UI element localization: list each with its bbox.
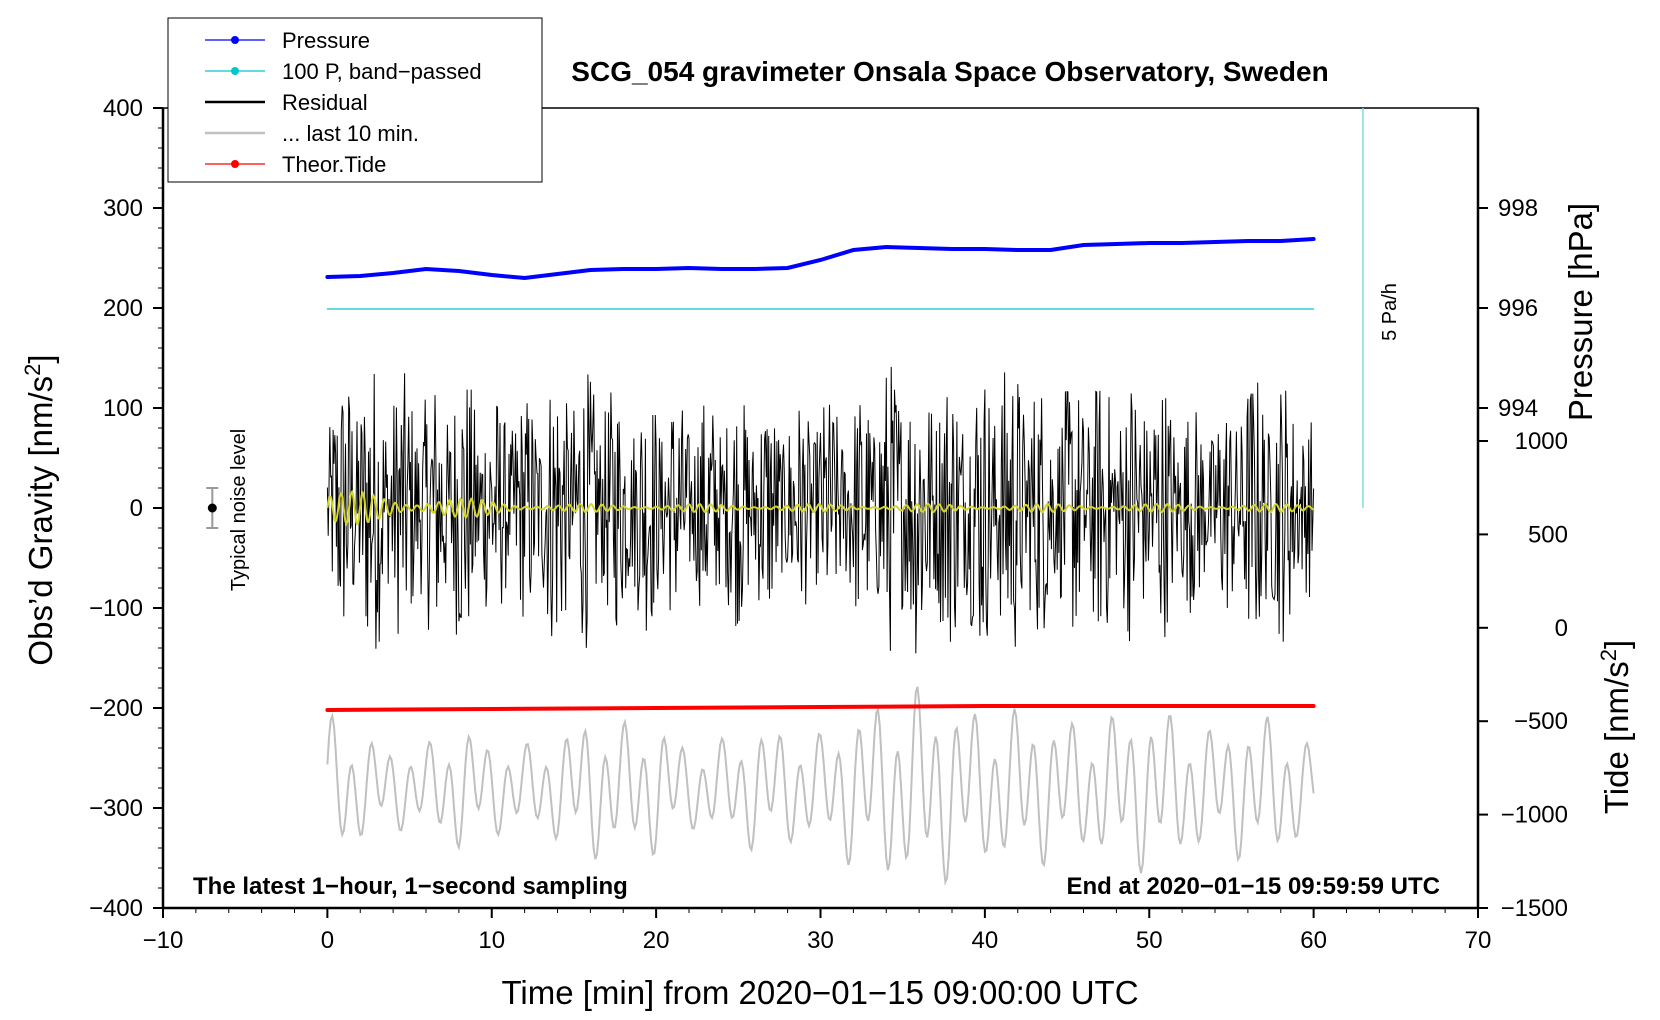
annotation-bottom-right: End at 2020−01−15 09:59:59 UTC: [1066, 873, 1440, 900]
y-axis-title-left-close: ]: [22, 354, 59, 363]
tide-tick-label: 1000: [1515, 428, 1568, 455]
y-tick-label: 0: [130, 495, 143, 522]
x-tick-label: 60: [1300, 927, 1327, 954]
y-axis-title-tide-close: ]: [1598, 640, 1635, 649]
tide-tick-label: −1000: [1501, 802, 1568, 829]
y-axis-title-left-main: Obs’d Gravity [nm/s: [22, 376, 59, 666]
y-tick-label: 400: [103, 95, 143, 122]
axes-layer: −10 0 10 20 30 40 50 60 704003002001000−100−200−…: [89, 95, 1568, 954]
chart-title: SCG_054 gravimeter Onsala Space Observat…: [571, 56, 1328, 87]
x-tick-label: −10: [143, 927, 184, 954]
x-tick-label: 70: [1465, 927, 1492, 954]
y-tick-label: 300: [103, 195, 143, 222]
x-tick-label: 30: [807, 927, 834, 954]
legend-label-1: 100 P, band−passed: [282, 59, 482, 84]
legend-label-3: ... last 10 min.: [282, 121, 419, 146]
legend-box: [167, 17, 543, 183]
tide-tick-label: −1500: [1501, 895, 1568, 922]
legend-label-4: Theor.Tide: [282, 152, 386, 177]
legend-label-2: Residual: [282, 90, 368, 115]
y-tick-label: 100: [103, 395, 143, 422]
y-axis-title-left-sup: 2: [20, 364, 45, 376]
legend: Pressure 100 P, band−passed Residual ... la…: [167, 17, 543, 183]
x-tick-label: 50: [1136, 927, 1163, 954]
pressure-tick-label: 996: [1498, 295, 1538, 322]
y-axis-title-left: Obs’d Gravity [nm/s2]: [20, 354, 59, 665]
y-axis-title-tide-sup: 2: [1596, 649, 1621, 661]
plot-data-layer: [325, 237, 1316, 886]
pressure-tick-label: 994: [1498, 395, 1538, 422]
scale-bar-label: 5 Pa/h: [1379, 283, 1401, 341]
y-tick-label: −100: [89, 595, 143, 622]
legend-marker-1: [231, 67, 239, 75]
x-tick-label: 0: [321, 927, 334, 954]
series-last-10-min: [326, 686, 1315, 886]
x-axis-title: Time [min] from 2020−01−15 09:00:00 UTC: [501, 974, 1138, 1011]
legend-marker-0: [231, 36, 239, 44]
noise-point: [207, 503, 217, 513]
x-tick-label: 20: [643, 927, 670, 954]
y-axis-title-tide: Tide [nm/s2]: [1596, 640, 1635, 814]
x-tick-label: 40: [972, 927, 999, 954]
tide-tick-label: −500: [1514, 708, 1568, 735]
legend-label-0: Pressure: [282, 28, 370, 53]
series-residual: [326, 366, 1315, 654]
series-theor-tide: [325, 704, 1316, 712]
pressure-tick-label: 998: [1498, 195, 1538, 222]
y-axis-title-tide-main: Tide [nm/s: [1598, 661, 1635, 814]
y-tick-label: −300: [89, 795, 143, 822]
annotation-bottom-left: The latest 1−hour, 1−second sampling: [193, 873, 628, 900]
tide-tick-label: 500: [1528, 521, 1568, 548]
y-tick-label: −200: [89, 695, 143, 722]
y-tick-label: −400: [89, 895, 143, 922]
tide-tick-label: 0: [1555, 615, 1568, 642]
legend-marker-4: [231, 160, 239, 168]
y-tick-label: 200: [103, 295, 143, 322]
series-pressure: [325, 237, 1316, 281]
noise-level-indicator: [206, 487, 219, 529]
noise-level-label: Typical noise level: [228, 429, 250, 591]
y-axis-title-pressure: Pressure [hPa]: [1562, 203, 1599, 421]
series-residual-filtered: [326, 489, 1314, 527]
x-tick-label: 10: [478, 927, 505, 954]
